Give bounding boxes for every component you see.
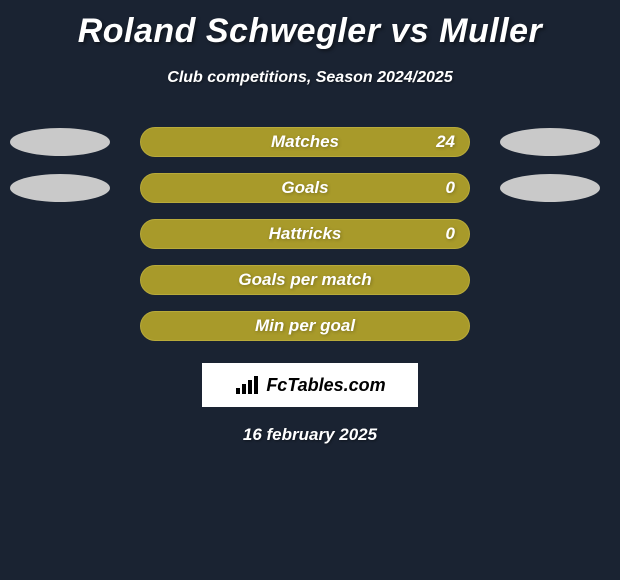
stat-bar-min-per-goal: Min per goal xyxy=(140,311,470,341)
stat-label: Hattricks xyxy=(269,224,342,244)
page-title: Roland Schwegler vs Muller xyxy=(0,0,620,51)
stat-label: Matches xyxy=(271,132,339,152)
right-ellipse xyxy=(500,174,600,202)
stat-value-right: 24 xyxy=(436,132,455,152)
stat-row: Hattricks 0 xyxy=(0,211,620,257)
logo-bars-icon xyxy=(234,374,262,396)
stat-bar-matches: Matches 24 xyxy=(140,127,470,157)
stat-bar-hattricks: Hattricks 0 xyxy=(140,219,470,249)
stat-row: Matches 24 xyxy=(0,119,620,165)
stat-value-right: 0 xyxy=(446,224,455,244)
left-ellipse xyxy=(10,174,110,202)
stat-label: Goals per match xyxy=(238,270,371,290)
right-ellipse xyxy=(500,128,600,156)
logo-text: FcTables.com xyxy=(266,375,385,396)
stat-bar-goals: Goals 0 xyxy=(140,173,470,203)
stat-rows: Matches 24 Goals 0 Hattricks 0 Goals per… xyxy=(0,119,620,349)
stat-label: Min per goal xyxy=(255,316,355,336)
stat-bar-goals-per-match: Goals per match xyxy=(140,265,470,295)
stat-label: Goals xyxy=(281,178,328,198)
left-ellipse xyxy=(10,128,110,156)
stat-row: Goals 0 xyxy=(0,165,620,211)
subtitle: Club competitions, Season 2024/2025 xyxy=(0,69,620,87)
date-label: 16 february 2025 xyxy=(0,425,620,445)
stat-row: Min per goal xyxy=(0,303,620,349)
stat-value-right: 0 xyxy=(446,178,455,198)
logo-box: FcTables.com xyxy=(202,363,418,407)
stat-row: Goals per match xyxy=(0,257,620,303)
